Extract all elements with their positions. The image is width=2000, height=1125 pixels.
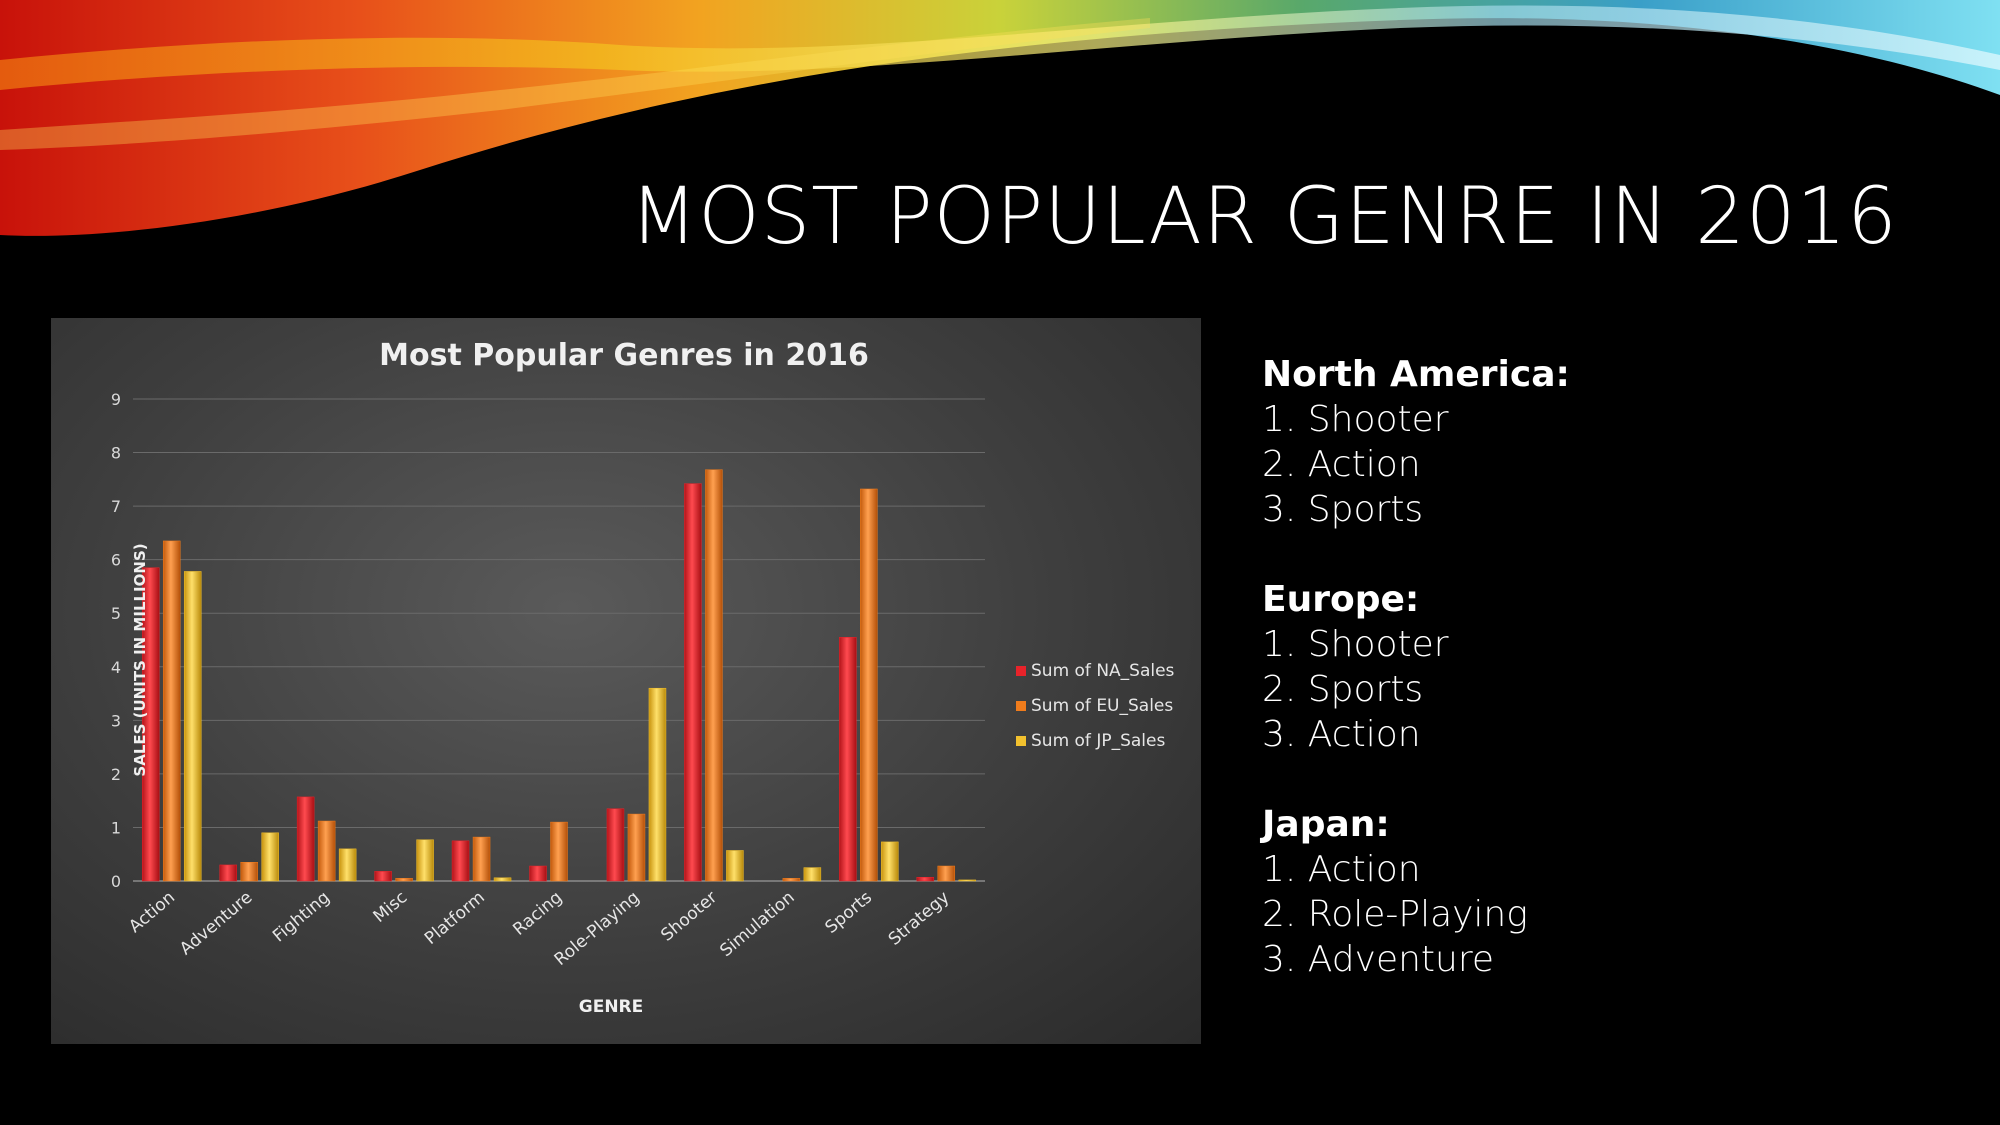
y-tick-label: 5 — [111, 604, 121, 623]
bar — [937, 865, 956, 882]
x-tick-label: Misc — [370, 888, 412, 927]
bar — [606, 808, 625, 882]
x-tick-label: Platform — [421, 888, 489, 949]
rank-item: 2. Sports — [1262, 669, 1424, 710]
rank-item: 3. Action — [1262, 714, 1421, 755]
region-rankings: North America: 1. Shooter 2. Action 3. Spor… — [1262, 352, 1962, 1027]
region-heading: Europe: — [1262, 579, 1420, 620]
y-tick-label: 9 — [111, 390, 121, 409]
bar — [416, 839, 434, 882]
slide-title: MOST POPULAR GENRE IN 2016 — [630, 172, 1898, 262]
rank-item: 1. Shooter — [1262, 399, 1449, 440]
bar — [451, 840, 470, 882]
bar — [550, 821, 568, 882]
rank-item: 2. Action — [1262, 444, 1421, 485]
bar — [684, 483, 702, 882]
bar — [493, 877, 512, 882]
x-axis-label: GENRE — [579, 997, 644, 1017]
legend-label: Sum of EU_Sales — [1031, 696, 1173, 716]
bar — [726, 850, 744, 882]
legend-swatch — [1016, 666, 1026, 676]
bar — [916, 877, 935, 882]
bar — [374, 871, 392, 882]
bar — [782, 878, 801, 882]
bar — [261, 832, 279, 882]
gridlines — [133, 398, 985, 882]
bar — [141, 567, 160, 882]
bar — [958, 879, 977, 882]
x-tick-label: Shooter — [657, 888, 721, 946]
x-tick-label: Strategy — [885, 888, 954, 950]
bars — [141, 469, 977, 882]
chart-panel: Most Popular Genres in 2016 0 1 2 3 4 5 6 7 8 9 A… — [51, 318, 1201, 1044]
x-tick-label: Sports — [821, 887, 876, 937]
y-tick-label: 6 — [111, 551, 121, 570]
region-heading: Japan: — [1262, 804, 1390, 845]
bar — [219, 864, 237, 882]
bar — [529, 865, 547, 882]
bar — [240, 862, 258, 882]
bar — [183, 571, 202, 882]
legend: Sum of NA_Sales Sum of EU_Sales Sum of JP_… — [1016, 661, 1175, 751]
rank-item: 1. Shooter — [1262, 624, 1449, 665]
bar — [317, 820, 336, 882]
bar — [472, 836, 491, 882]
bar — [395, 878, 413, 882]
x-tick-label: Simulation — [716, 888, 798, 962]
legend-label: Sum of JP_Sales — [1031, 731, 1165, 751]
y-axis-label: SALES (UNITS IN MILLIONS) — [131, 543, 149, 776]
legend-label: Sum of NA_Sales — [1031, 661, 1175, 681]
bar — [881, 841, 899, 882]
y-tick-label: 7 — [111, 497, 121, 516]
x-tick-label: Racing — [509, 888, 566, 940]
rank-item: 2. Role-Playing — [1262, 894, 1528, 935]
bar — [338, 848, 357, 882]
y-tick-label: 0 — [111, 872, 121, 891]
x-tick-label: Action — [125, 888, 179, 938]
region-block: North America: 1. Shooter 2. Action 3. Spor… — [1262, 352, 1962, 532]
y-tick-label: 8 — [111, 444, 121, 463]
y-tick-label: 2 — [111, 765, 121, 784]
bar — [839, 637, 857, 882]
y-tick-label: 4 — [111, 658, 121, 677]
region-block: Europe: 1. Shooter 2. Sports 3. Action — [1262, 577, 1962, 757]
legend-swatch — [1016, 736, 1026, 746]
y-tick-label: 3 — [111, 711, 121, 730]
bar — [803, 867, 822, 882]
rank-item: 3. Adventure — [1262, 939, 1494, 980]
x-tick-label: Fighting — [269, 888, 334, 947]
bar — [648, 687, 667, 882]
y-tick-label: 1 — [111, 818, 121, 837]
region-block: Japan: 1. Action 2. Role-Playing 3. Adventu… — [1262, 802, 1962, 982]
bar — [296, 796, 315, 882]
rank-item: 3. Sports — [1262, 489, 1424, 530]
decorative-wave-banner — [0, 0, 2000, 236]
y-axis-ticks: 0 1 2 3 4 5 6 7 8 9 — [111, 390, 121, 891]
bar — [705, 469, 723, 882]
bar — [162, 540, 181, 882]
bar-chart: Most Popular Genres in 2016 0 1 2 3 4 5 6 7 8 9 A… — [111, 338, 1175, 1017]
rank-item: 1. Action — [1262, 849, 1421, 890]
x-tick-label: Role-Playing — [551, 888, 644, 971]
legend-swatch — [1016, 701, 1026, 711]
bar — [627, 813, 646, 882]
region-heading: North America: — [1262, 354, 1570, 395]
bar — [860, 488, 878, 882]
chart-title: Most Popular Genres in 2016 — [379, 338, 869, 373]
x-tick-label: Adventure — [176, 888, 256, 960]
